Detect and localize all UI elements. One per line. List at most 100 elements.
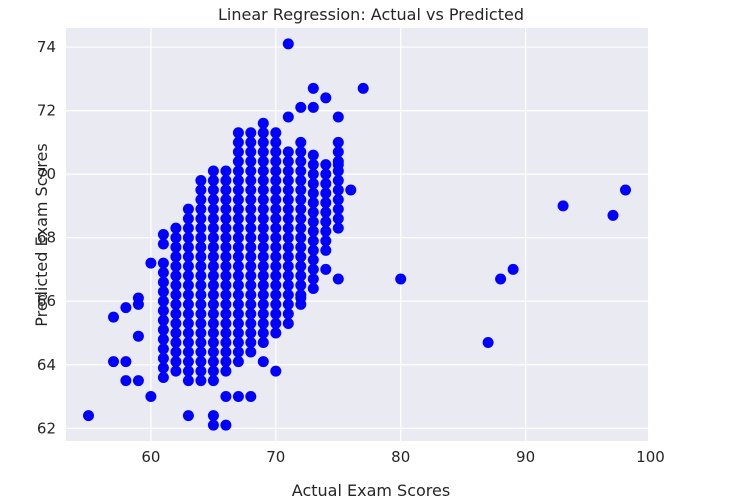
data-point <box>295 101 307 113</box>
data-point <box>232 175 244 186</box>
data-point <box>295 175 307 186</box>
data-point <box>307 244 319 256</box>
data-point <box>207 419 219 431</box>
data-point <box>145 391 157 402</box>
data-point <box>182 327 194 339</box>
data-point <box>182 346 194 358</box>
data-point <box>195 279 207 291</box>
data-point <box>120 356 132 368</box>
data-point <box>282 194 294 206</box>
data-point <box>232 391 244 402</box>
data-point <box>207 184 219 196</box>
data-point <box>282 38 294 50</box>
data-point <box>257 222 269 234</box>
data-point <box>257 165 269 177</box>
data-point <box>207 410 219 422</box>
data-point <box>295 155 307 167</box>
data-point <box>245 241 257 253</box>
data-point <box>295 146 307 158</box>
data-point <box>232 213 244 225</box>
data-point <box>207 365 219 377</box>
data-point <box>157 333 169 345</box>
data-point <box>232 356 244 368</box>
data-point <box>257 270 269 282</box>
data-point <box>195 175 207 186</box>
data-point <box>307 225 319 237</box>
data-point <box>282 308 294 320</box>
data-point <box>145 257 157 269</box>
data-point <box>232 241 244 253</box>
data-point <box>182 279 194 291</box>
data-point <box>195 308 207 320</box>
data-point <box>195 251 207 263</box>
data-point <box>307 159 319 171</box>
data-point <box>307 149 319 161</box>
data-point <box>182 232 194 244</box>
data-point <box>257 251 269 263</box>
data-point <box>270 213 282 225</box>
data-point <box>332 136 344 148</box>
data-point <box>295 251 307 263</box>
data-point <box>207 308 219 320</box>
data-point <box>170 298 182 310</box>
data-point <box>270 298 282 310</box>
data-point <box>257 175 269 186</box>
data-point <box>320 92 332 104</box>
data-point <box>170 337 182 348</box>
data-point <box>295 222 307 234</box>
data-point <box>332 213 344 225</box>
data-point <box>182 289 194 301</box>
data-point <box>270 222 282 234</box>
data-point <box>295 279 307 291</box>
data-point <box>132 330 144 342</box>
data-point <box>207 318 219 329</box>
data-point <box>182 308 194 320</box>
data-point <box>170 260 182 272</box>
data-point <box>307 197 319 209</box>
data-point <box>182 213 194 225</box>
data-point <box>257 337 269 348</box>
data-point <box>620 184 631 196</box>
data-point <box>270 279 282 291</box>
data-point <box>282 222 294 234</box>
data-point <box>257 232 269 244</box>
data-point <box>320 225 332 237</box>
data-point <box>232 327 244 339</box>
data-point <box>320 235 332 247</box>
data-point <box>245 222 257 234</box>
y-tick-label: 64 <box>37 356 56 374</box>
data-point <box>220 213 232 225</box>
data-point <box>320 197 332 209</box>
data-point <box>245 260 257 272</box>
data-point <box>157 276 169 288</box>
data-point <box>282 260 294 272</box>
data-point <box>307 82 319 94</box>
data-point <box>132 292 144 304</box>
data-point <box>220 298 232 310</box>
data-point <box>320 187 332 199</box>
data-point <box>332 194 344 206</box>
data-point <box>232 260 244 272</box>
data-point <box>557 200 569 212</box>
data-point <box>332 175 344 186</box>
data-point <box>295 203 307 215</box>
data-point <box>332 159 344 171</box>
data-point <box>157 267 169 279</box>
data-point <box>245 337 257 348</box>
data-point <box>270 251 282 263</box>
data-point <box>220 356 232 368</box>
y-tick-label: 62 <box>37 419 56 437</box>
data-point <box>220 346 232 358</box>
data-point <box>232 308 244 320</box>
data-point <box>157 305 169 317</box>
data-point <box>320 263 332 275</box>
data-point <box>170 318 182 329</box>
data-point <box>232 279 244 291</box>
data-point <box>257 298 269 310</box>
data-point <box>270 146 282 158</box>
data-point <box>232 232 244 244</box>
data-point <box>157 295 169 307</box>
data-point <box>182 375 194 387</box>
data-point <box>195 346 207 358</box>
data-point <box>207 175 219 186</box>
